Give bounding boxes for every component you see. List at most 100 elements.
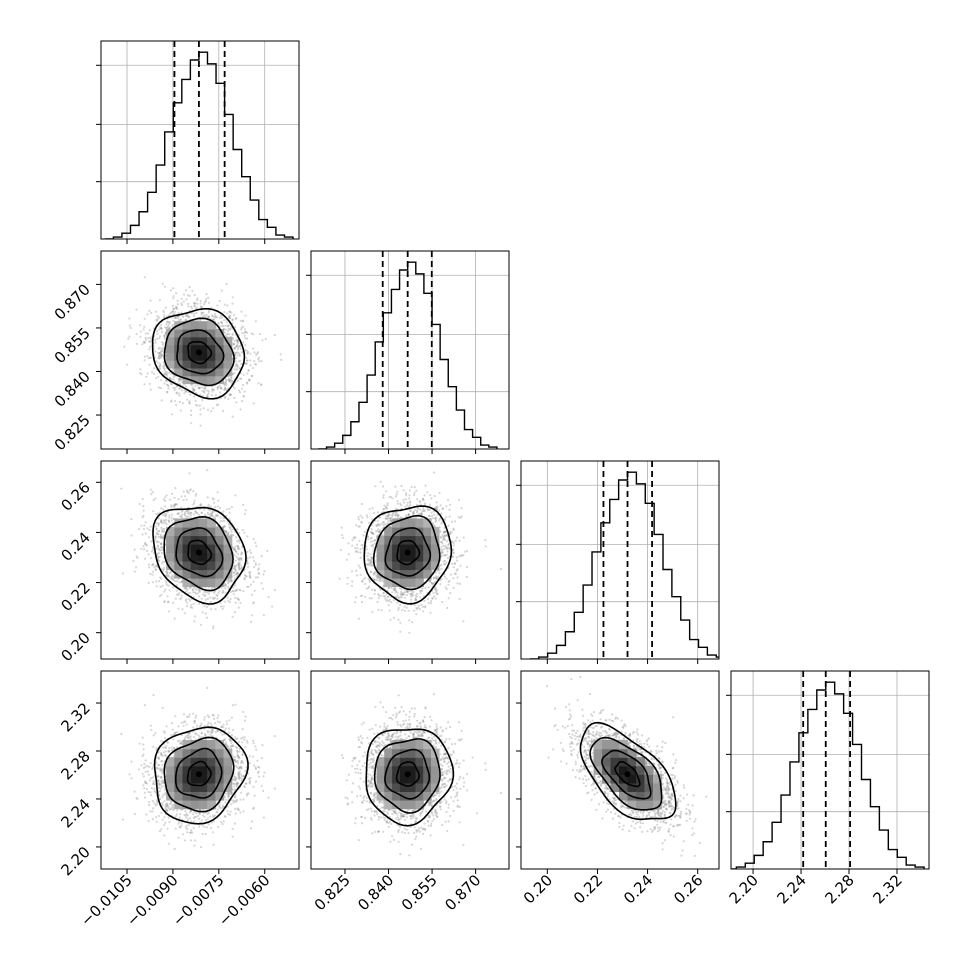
- sample-point: [229, 380, 232, 383]
- sample-point: [221, 591, 224, 594]
- sample-point: [232, 338, 235, 341]
- sample-point: [166, 384, 169, 387]
- sample-point: [177, 319, 180, 322]
- sample-point: [232, 548, 236, 551]
- sample-point: [151, 581, 154, 584]
- sample-point: [135, 566, 138, 569]
- sample-point: [198, 504, 202, 507]
- sample-point: [170, 400, 173, 403]
- sample-point: [233, 548, 236, 551]
- sample-point: [237, 598, 240, 602]
- sample-point: [231, 615, 234, 618]
- sample-point: [253, 589, 256, 592]
- sample-point: [211, 315, 214, 318]
- sample-point: [236, 368, 239, 371]
- sample-point: [190, 383, 193, 386]
- sample-point: [234, 567, 237, 570]
- sample-point: [193, 302, 196, 305]
- sample-point: [157, 347, 160, 350]
- sample-point: [163, 367, 166, 370]
- sample-point: [235, 351, 238, 354]
- sample-point: [236, 339, 239, 342]
- density-cell: [182, 375, 192, 385]
- sample-point: [224, 386, 227, 389]
- sample-point: [186, 491, 189, 494]
- sample-point: [165, 371, 168, 374]
- sample-point: [240, 310, 243, 313]
- sample-point: [157, 524, 160, 527]
- contour-line: [152, 506, 247, 605]
- density-cell: [207, 578, 216, 588]
- sample-point: [233, 387, 236, 390]
- sample-point: [172, 319, 175, 322]
- sample-point: [224, 380, 228, 383]
- sample-point: [201, 611, 204, 614]
- sample-point: [180, 596, 183, 600]
- sample-point: [225, 283, 228, 286]
- sample-point: [238, 559, 241, 562]
- sample-point: [252, 601, 255, 604]
- sample-point: [257, 356, 261, 359]
- sample-point: [236, 528, 239, 531]
- sample-point: [184, 587, 187, 590]
- sample-point: [258, 563, 261, 566]
- density-cell: [166, 352, 175, 361]
- sample-point: [206, 496, 209, 499]
- sample-point: [133, 570, 136, 573]
- sample-point: [160, 526, 163, 530]
- sample-point: [165, 323, 168, 326]
- sample-point: [258, 360, 261, 363]
- sample-point: [176, 512, 179, 516]
- sample-point: [186, 294, 189, 297]
- sample-point: [172, 378, 175, 381]
- sample-point: [198, 387, 201, 390]
- sample-point: [240, 326, 243, 329]
- sample-point: [163, 530, 166, 533]
- sample-point: [238, 367, 241, 370]
- sample-point: [161, 568, 164, 571]
- sample-point: [156, 317, 160, 320]
- sample-point: [143, 383, 146, 386]
- sample-point: [161, 535, 164, 539]
- sample-point: [189, 488, 192, 491]
- sample-point: [248, 379, 251, 382]
- sample-point: [140, 524, 143, 527]
- sample-point: [187, 305, 190, 308]
- sample-point: [190, 604, 193, 607]
- sample-point: [184, 319, 187, 322]
- density-cell: [198, 352, 208, 361]
- sample-point: [225, 508, 228, 511]
- panel-2-1: [306, 460, 510, 664]
- sample-point: [173, 310, 176, 313]
- sample-point: [163, 337, 166, 340]
- sample-point: [185, 298, 188, 301]
- sample-point: [235, 345, 238, 348]
- sample-point: [238, 548, 241, 551]
- density-cell: [207, 518, 216, 528]
- sample-point: [190, 511, 193, 515]
- sample-point: [179, 515, 182, 518]
- sample-point: [160, 330, 163, 333]
- sample-point: [232, 593, 235, 596]
- sample-point: [161, 531, 164, 534]
- sample-point: [171, 601, 175, 605]
- sample-point: [200, 306, 203, 309]
- sample-point: [207, 503, 210, 506]
- sample-point: [172, 375, 175, 378]
- sample-point: [135, 308, 138, 311]
- density-cell: [215, 352, 225, 361]
- sample-point: [177, 378, 180, 381]
- density-cell: [215, 375, 225, 385]
- sample-point: [182, 490, 185, 493]
- sample-point: [160, 349, 163, 353]
- sample-point: [234, 365, 237, 368]
- sample-point: [240, 328, 243, 331]
- sample-point: [167, 575, 170, 578]
- sample-point: [238, 588, 241, 591]
- sample-point: [164, 512, 167, 516]
- sample-point: [245, 381, 248, 384]
- density-cell: [166, 535, 175, 545]
- sample-point: [170, 382, 173, 385]
- density-cell: [223, 344, 233, 353]
- sample-point: [246, 550, 249, 554]
